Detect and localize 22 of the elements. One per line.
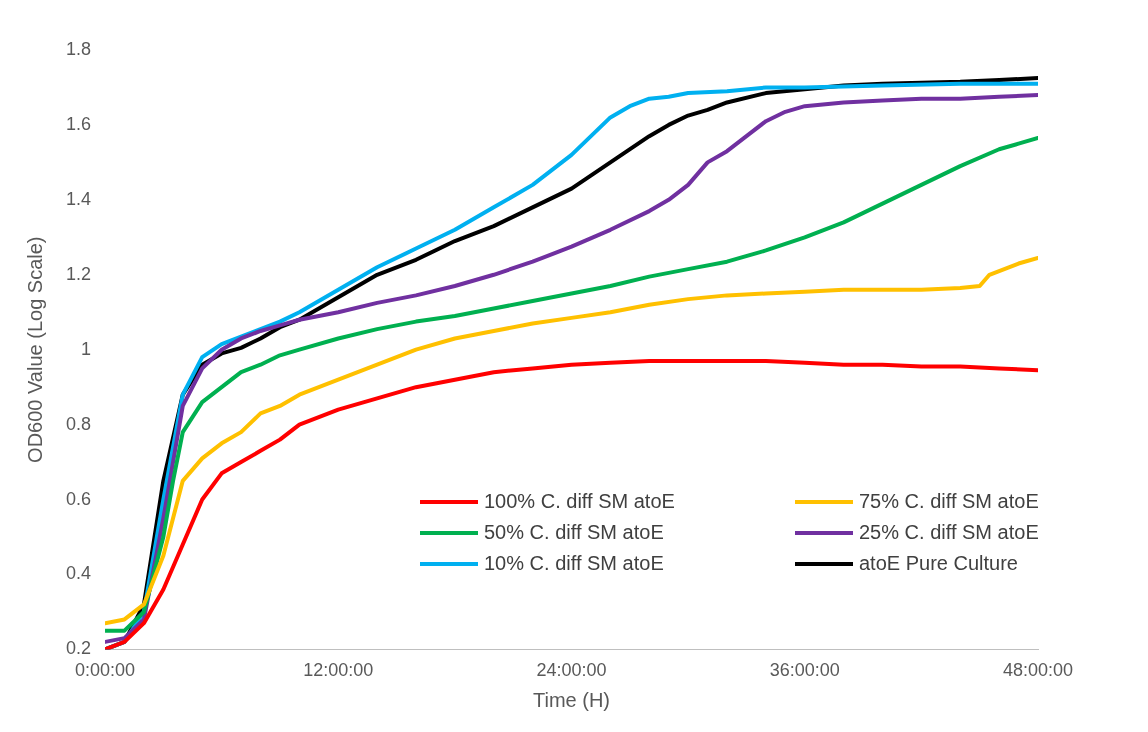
legend-label: 10% C. diff SM atoE: [484, 552, 664, 575]
y-tick-label: 1.8: [65, 38, 92, 59]
legend-label: atoE Pure Culture: [859, 552, 1018, 575]
legend-label: 75% C. diff SM atoE: [859, 490, 1039, 513]
y-tick-label: 1.6: [65, 113, 92, 134]
y-tick-label: 1: [81, 338, 92, 359]
x-tick-label: 36:00:00: [769, 660, 840, 681]
x-tick-label: 12:00:00: [303, 660, 374, 681]
x-axis-title: Time (H): [533, 688, 611, 711]
y-tick-label: 1.4: [65, 188, 92, 209]
x-tick-label: 0:00:00: [74, 660, 136, 681]
legend-label: 50% C. diff SM atoE: [484, 521, 664, 544]
y-tick-label: 0.4: [65, 563, 92, 584]
y-tick-label: 0.8: [65, 413, 92, 434]
y-tick-label: 1.2: [65, 263, 92, 284]
y-axis-title: OD600 Value (Log Scale): [23, 236, 46, 463]
y-tick-label: 0.6: [65, 488, 92, 509]
y-tick-label: 0.2: [65, 638, 92, 659]
x-tick-label: 48:00:00: [1002, 660, 1074, 681]
legend-label: 100% C. diff SM atoE: [484, 490, 675, 513]
x-tick-label: 24:00:00: [536, 660, 607, 681]
legend-label: 25% C. diff SM atoE: [859, 521, 1039, 544]
